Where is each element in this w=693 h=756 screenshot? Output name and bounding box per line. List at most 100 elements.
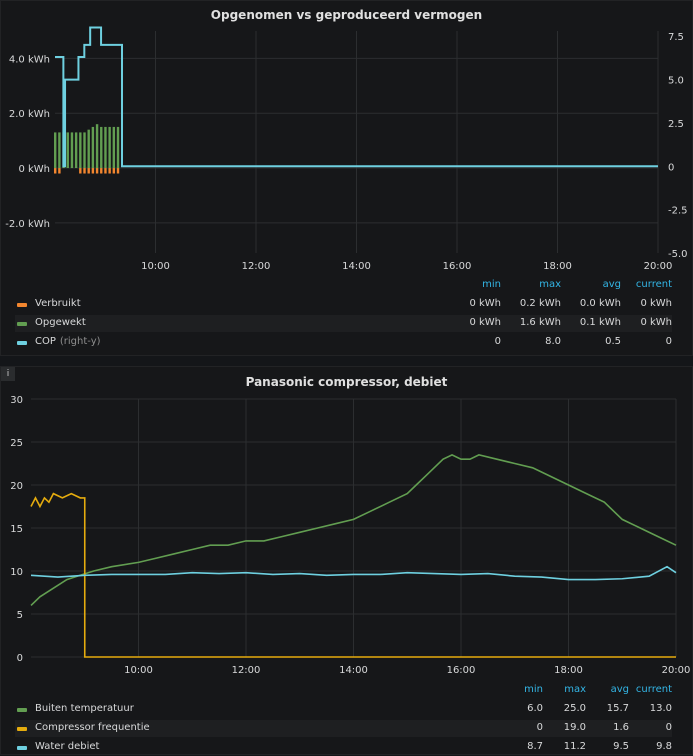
x-tick-label: 18:00 (543, 261, 572, 272)
legend-series-name[interactable]: Water debiet (35, 741, 100, 752)
x-tick-label: 20:00 (662, 665, 691, 676)
bar-opgewekt (74, 132, 78, 169)
bar-opgewekt (79, 132, 82, 169)
x-tick-label: 16:00 (447, 665, 476, 676)
bar-opgewekt (54, 132, 57, 169)
panel-title[interactable]: Opgenomen vs geproduceerd vermogen (210, 8, 483, 22)
legend-value-current: 0 (665, 336, 672, 347)
legend-value-max: 19.0 (563, 722, 586, 733)
legend-value-max: 0.2 kWh (519, 298, 561, 309)
bar-opgewekt (108, 126, 111, 169)
legend-header-min[interactable]: min (524, 684, 543, 695)
legend-swatch[interactable] (17, 322, 27, 326)
bar-verbruikt (112, 168, 116, 174)
panel-title[interactable]: Panasonic compressor, debiet (245, 375, 448, 389)
legend-swatch[interactable] (17, 727, 27, 731)
y-tick-label: 25 (10, 438, 23, 449)
legend-value-max: 25.0 (563, 703, 586, 714)
series-line-cop (55, 26, 658, 168)
bar-verbruikt (108, 168, 111, 174)
legend-swatch[interactable] (17, 708, 27, 712)
x-tick-label: 18:00 (554, 665, 583, 676)
y-tick-label: 30 (10, 395, 23, 406)
bar-opgewekt (100, 126, 103, 169)
legend-series-name[interactable]: Buiten temperatuur (35, 703, 134, 714)
legend-value-avg: 0.1 kWh (579, 317, 621, 328)
bar-verbruikt (87, 168, 90, 174)
x-tick-label: 14:00 (339, 665, 368, 676)
legend-header-avg[interactable]: avg (610, 684, 629, 695)
legend-value-current: 0 (665, 722, 672, 733)
legend-item[interactable]: COP (right-y) 0 8.0 0.5 0 (15, 334, 672, 351)
legend-series-name[interactable]: Opgewekt (35, 317, 86, 328)
x-tick-label: 10:00 (124, 665, 153, 676)
panel-energy: Opgenomen vs geproduceerd vermogen 4.0 k… (0, 0, 693, 356)
info-icon[interactable]: i (1, 367, 15, 381)
y-tick-label-right: 5.0 (668, 76, 684, 87)
x-tick-label: 12:00 (242, 261, 271, 272)
legend-energy: min max avg current Verbruikt 0 kWh 0.2 kW… (1, 279, 692, 351)
legend-value-max: 1.6 kWh (519, 317, 561, 328)
legend-header-avg[interactable]: avg (602, 279, 621, 290)
bar-verbruikt (58, 168, 61, 174)
legend-series-name[interactable]: Verbruikt (35, 298, 81, 309)
legend-series-name[interactable]: COP (right-y) (35, 336, 101, 347)
bar-opgewekt (70, 132, 74, 169)
bar-verbruikt (95, 168, 99, 174)
y-tick-label: 10 (10, 567, 23, 578)
legend-swatch[interactable] (17, 341, 27, 345)
legend-swatch[interactable] (17, 303, 27, 307)
bar-verbruikt (79, 168, 82, 174)
legend-header-current[interactable]: current (635, 684, 672, 695)
y-tick-label-right: 2.5 (668, 119, 684, 130)
bar-opgewekt (116, 126, 120, 169)
legend-value-min: 0 (494, 336, 501, 347)
legend-swatch[interactable] (17, 746, 27, 750)
legend-value-avg: 0.0 kWh (579, 298, 621, 309)
legend-series-name[interactable]: Compressor frequentie (35, 722, 150, 733)
legend-header-max[interactable]: max (539, 279, 561, 290)
bar-opgewekt (87, 129, 90, 169)
legend-compressor: min max avg current Buiten temperatuur 6.… (1, 684, 692, 754)
y-tick-label: 20 (10, 481, 23, 492)
legend-value-min: 0 kWh (469, 317, 501, 328)
legend-value-min: 6.0 (527, 703, 543, 714)
y-tick-label-left: -2.0 kWh (5, 219, 50, 230)
y-tick-label-left: 2.0 kWh (9, 109, 50, 120)
bar-opgewekt (95, 124, 99, 169)
y-tick-label-left: 4.0 kWh (9, 54, 50, 65)
legend-item[interactable]: Compressor frequentie 0 19.0 1.6 0 (15, 720, 672, 737)
legend-axis-note: (right-y) (59, 336, 101, 347)
bar-verbruikt (116, 168, 120, 174)
legend-item[interactable]: Opgewekt 0 kWh 1.6 kWh 0.1 kWh 0 kWh (15, 315, 672, 332)
legend-item[interactable]: Water debiet 8.7 11.2 9.5 9.8 (15, 739, 672, 756)
series-line-compressor-frequentie (30, 492, 676, 658)
legend-item[interactable]: Verbruikt 0 kWh 0.2 kWh 0.0 kWh 0 kWh (15, 296, 672, 313)
legend-value-current: 9.8 (656, 741, 672, 752)
chart-energy: 4.0 kWh 2.0 kWh 0 kWh -2.0 kWh 7.5 5.0 2.5 0 -2.… (5, 26, 688, 272)
legend-value-avg: 9.5 (613, 741, 629, 752)
x-tick-label: 16:00 (443, 261, 472, 272)
bar-opgewekt (112, 126, 116, 169)
bar-verbruikt (100, 168, 103, 174)
x-tick-label: 10:00 (141, 261, 170, 272)
series-line-buiten-temperatuur (30, 454, 677, 606)
legend-value-min: 0 kWh (469, 298, 501, 309)
bar-opgewekt (91, 126, 95, 169)
legend-value-current: 13.0 (649, 703, 672, 714)
y-tick-label-left: 0 kWh (18, 164, 50, 175)
legend-value-min: 8.7 (527, 741, 543, 752)
legend-value-current: 0 kWh (640, 317, 672, 328)
bar-verbruikt (83, 168, 86, 174)
legend-header-min[interactable]: min (482, 279, 501, 290)
legend-header-max[interactable]: max (564, 684, 586, 695)
y-tick-label: 15 (10, 524, 23, 535)
legend-item[interactable]: Buiten temperatuur 6.0 25.0 15.7 13.0 (15, 701, 672, 718)
x-tick-label: 20:00 (644, 261, 673, 272)
x-tick-label: 12:00 (232, 665, 261, 676)
bar-verbruikt (104, 168, 107, 174)
bar-opgewekt (58, 132, 61, 169)
legend-value-current: 0 kWh (640, 298, 672, 309)
y-tick-label-right: -5.0 (668, 249, 688, 260)
legend-header-current[interactable]: current (635, 279, 672, 290)
